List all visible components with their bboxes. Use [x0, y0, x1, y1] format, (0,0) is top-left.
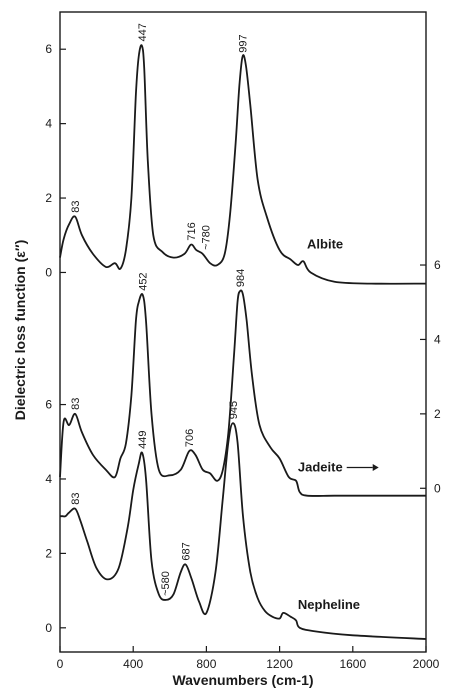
- x-tick-label: 800: [196, 657, 216, 671]
- spectra-curves: [59, 44, 427, 640]
- peak-label: 997: [238, 34, 250, 52]
- x-tick-label: 2000: [413, 657, 440, 671]
- peak-label: 449: [137, 431, 149, 449]
- left-tick-label: 0: [45, 621, 52, 635]
- sample-label-nepheline: Nepheline: [298, 597, 360, 612]
- plot-frame: [59, 11, 427, 653]
- y-axis-title: Dielectric loss function (ε″): [12, 240, 28, 421]
- peak-label: ~780: [201, 225, 213, 250]
- left-y-axis: 6 4 2 0 6 4 2 0: [45, 42, 66, 635]
- peak-annotations: 83 447 716 ~780 997 83 452 706 984 83 449 ~580 687 94…: [70, 23, 249, 596]
- left-tick-label: 4: [45, 117, 52, 131]
- x-axis-title: Wavenumbers (cm-1): [172, 672, 313, 688]
- x-tick-label: 1200: [266, 657, 293, 671]
- peak-label: ~580: [160, 571, 172, 596]
- plot-border: [59, 11, 427, 653]
- left-tick-label: 2: [45, 546, 52, 560]
- peak-label: 452: [138, 272, 150, 290]
- sample-labels: Albite Jadeite Nepheline: [298, 236, 379, 612]
- peak-label: 83: [70, 200, 82, 212]
- peak-label: 83: [70, 492, 82, 504]
- peak-label: 447: [137, 23, 149, 41]
- peak-label: 706: [184, 429, 196, 447]
- jadeite-arrow-head: [372, 464, 379, 472]
- x-tick-label: 1600: [339, 657, 366, 671]
- peak-label: 687: [181, 542, 193, 560]
- series-line-nepheline: [59, 422, 427, 640]
- left-tick-label: 6: [45, 42, 52, 56]
- series-line-jadeite: [59, 289, 426, 497]
- peak-label: 945: [228, 401, 240, 419]
- left-tick-label: 0: [45, 265, 52, 279]
- sample-label-albite: Albite: [307, 236, 343, 251]
- series-line-albite: [59, 44, 427, 285]
- sample-label-jadeite: Jadeite: [298, 460, 343, 475]
- x-tick-label: 400: [123, 657, 143, 671]
- peak-label: 716: [186, 222, 198, 240]
- peak-label: 83: [70, 398, 82, 410]
- x-axis: 0 400 800 1200 1600 2000: [57, 646, 440, 671]
- x-tick-label: 0: [57, 657, 64, 671]
- right-tick-label: 4: [434, 332, 441, 346]
- right-tick-label: 2: [434, 407, 441, 421]
- left-tick-label: 2: [45, 191, 52, 205]
- peak-label: 984: [235, 269, 247, 287]
- right-tick-label: 0: [434, 481, 441, 495]
- right-tick-label: 6: [434, 258, 441, 272]
- left-tick-label: 6: [45, 398, 52, 412]
- left-tick-label: 4: [45, 472, 52, 486]
- right-y-axis: 6 4 2 0: [420, 258, 441, 495]
